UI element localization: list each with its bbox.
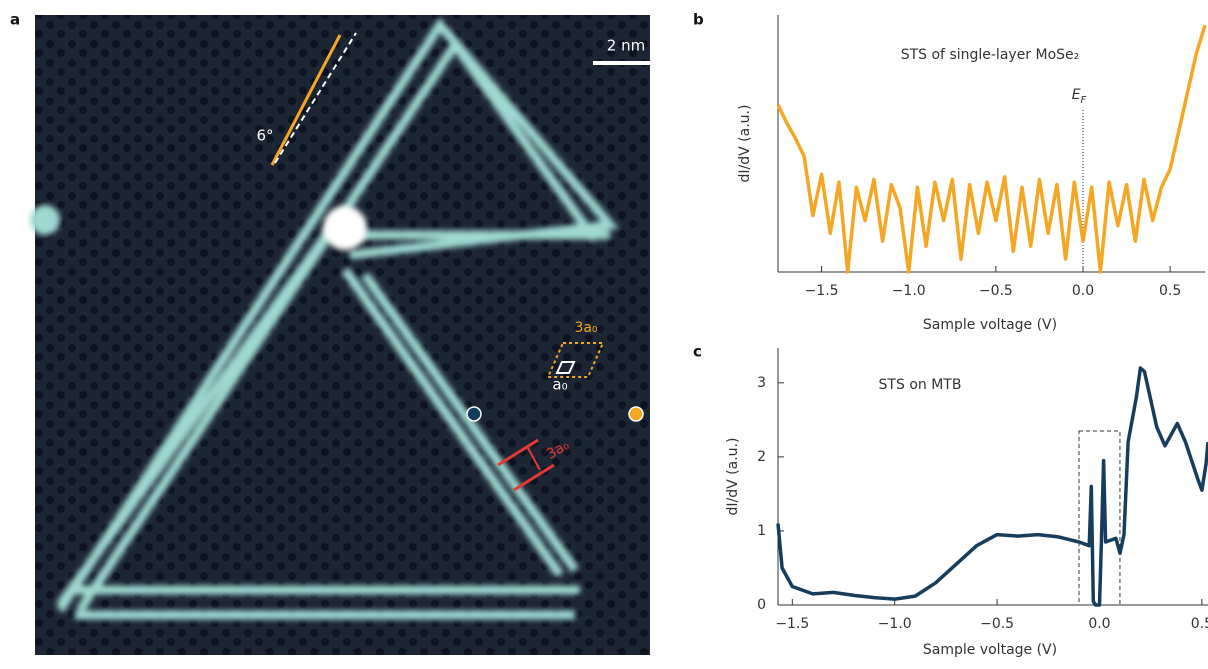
y-tick-label: 1 [757, 523, 766, 539]
x-axis-label: Sample voltage (V) [923, 642, 1057, 658]
x-tick-label: 0.5 [1159, 283, 1181, 299]
stm-image: 2 nm 6° 3a₀ a₀ 3a₀ [30, 15, 660, 655]
x-tick-label: −1.5 [805, 283, 839, 299]
chart-title: STS of single-layer MoSe₂ [901, 47, 1080, 63]
y-tick-label: 3 [757, 375, 766, 391]
highlight-box [1078, 430, 1121, 606]
y-tick-label: 0 [757, 597, 766, 613]
panel-label: c [693, 343, 702, 361]
x-axis-label: Sample voltage (V) [923, 317, 1057, 333]
angle-label: 6° [256, 127, 273, 145]
y-axis-label: dI/dV (a.u.) [737, 105, 753, 183]
y-axis-label: dI/dV (a.u.) [725, 438, 741, 516]
cell-label: a₀ [552, 376, 567, 394]
x-tick-label: 0.0 [1088, 616, 1110, 632]
data-line [776, 24, 1207, 274]
x-tick-label: −1.0 [878, 616, 912, 632]
scale-bar-label: 2 nm [607, 37, 645, 55]
panel-label: a [10, 11, 20, 29]
data-line [776, 366, 1208, 607]
x-tick-label: −1.0 [892, 283, 926, 299]
x-tick-label: 0.5 [1191, 616, 1208, 632]
y-tick-label: 2 [757, 449, 766, 465]
chart-title: STS on MTB [879, 377, 962, 393]
x-tick-label: 0.0 [1072, 283, 1094, 299]
x-tick-label: −0.5 [980, 616, 1014, 632]
x-tick-label: −1.5 [775, 616, 809, 632]
fermi-label-main: E [1072, 87, 1081, 103]
fermi-label: EF [1072, 87, 1087, 106]
supercell-label: 3a₀ [574, 320, 597, 336]
panel-label: b [693, 11, 704, 29]
fermi-label-sub: F [1081, 95, 1087, 106]
x-tick-label: −0.5 [979, 283, 1013, 299]
